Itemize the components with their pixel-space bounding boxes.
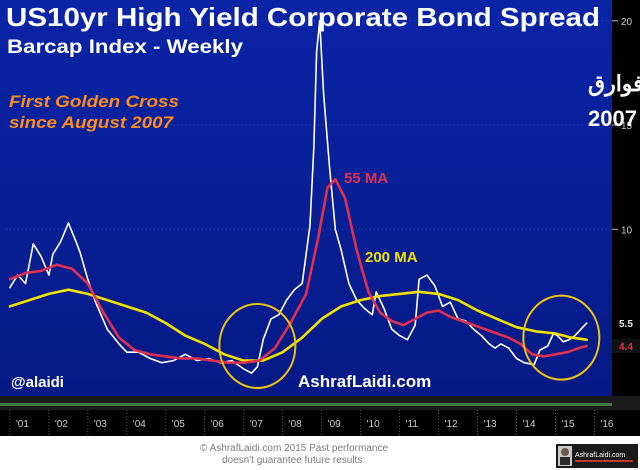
x-tick-label: '05: [172, 419, 185, 430]
x-tick-label: '11: [406, 419, 419, 430]
x-tick-label: '02: [55, 419, 68, 430]
xaxis-band: [0, 410, 640, 436]
spread-line: [9, 20, 588, 374]
watermark-text: AshrafLaidi.com: [298, 372, 431, 391]
handle-text: @alaidi: [11, 374, 64, 391]
chart-title: US10yr High Yield Corporate Bond Spread: [6, 2, 600, 32]
bottom-strip-line: [0, 403, 612, 406]
y-tick-label: 10: [621, 225, 633, 236]
x-tick-label: '16: [600, 419, 613, 430]
series-label-200ma: 200 MA: [365, 249, 418, 266]
x-tick-label: '12: [445, 419, 458, 430]
highlight-circle: [218, 302, 297, 389]
last-value-box: [612, 316, 640, 331]
y-tick-label: 15: [621, 121, 633, 132]
highlight-circle: [522, 294, 601, 381]
y-axis: 20 15 10: [612, 17, 633, 236]
logo-text: AshrafLaidi.com: [575, 452, 625, 459]
highlight-circles: [218, 294, 601, 389]
plot-background: [0, 0, 640, 398]
annotation-ar-line1: أول تقاطع ذهبي في فوارق: [588, 68, 640, 97]
x-tick-label: '13: [484, 419, 497, 430]
x-tick-label: '08: [289, 419, 302, 430]
last-value-box: [612, 338, 640, 353]
ma55-line: [8, 177, 588, 364]
logo: AshrafLaidi.com: [556, 444, 638, 468]
series-label-55ma: 55 MA: [344, 170, 388, 187]
x-axis: '01 '02 '03 '04 '05 '06 '07 '08 '09 '10 '11 '12 '13 '…: [9, 410, 614, 436]
series-layer: [8, 20, 588, 374]
x-tick-label: '03: [94, 419, 107, 430]
x-tick-label: '15: [561, 419, 574, 430]
footer-band: [0, 436, 640, 470]
x-tick-label: '14: [523, 419, 536, 430]
last-value-label: 4.4: [619, 342, 633, 353]
last-value-label: 5.5: [619, 319, 633, 330]
chart-subtitle: Barcap Index - Weekly: [7, 37, 243, 58]
footer-line1: © AshrafLaidi.com 2015 Past performance: [200, 443, 388, 454]
annotation-ar-line2: السندات منذ أغسطس 2007: [588, 103, 640, 132]
annotation-en-line2: since August 2007: [9, 113, 175, 132]
annotation-en-line1: First Golden Cross: [9, 92, 179, 111]
x-tick-label: '01: [16, 419, 29, 430]
y-tick-label: 20: [621, 17, 633, 28]
x-tick-label: '10: [367, 419, 380, 430]
right-axis-panel: [612, 0, 640, 398]
x-tick-label: '07: [250, 419, 263, 430]
x-tick-label: '09: [328, 419, 341, 430]
x-tick-label: '06: [211, 419, 224, 430]
footer-line2: doesn't guarantee future results: [222, 455, 362, 466]
grid: [6, 20, 612, 230]
ma200-line: [8, 288, 588, 362]
last-value-labels: 5.5 4.4: [612, 316, 640, 353]
x-tick-label: '04: [133, 419, 146, 430]
